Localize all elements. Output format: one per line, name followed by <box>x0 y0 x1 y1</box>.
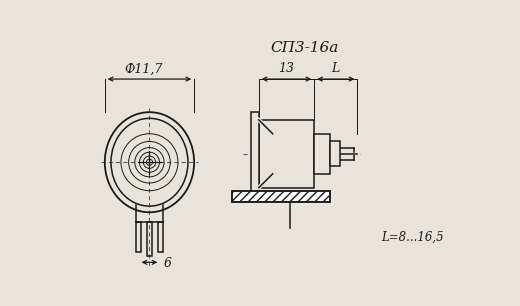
Text: СП3-16а: СП3-16а <box>271 40 339 54</box>
Text: 6: 6 <box>164 257 172 271</box>
Bar <box>232 192 330 201</box>
Bar <box>251 112 259 195</box>
Bar <box>232 192 330 201</box>
Bar <box>158 222 163 252</box>
Bar <box>259 120 314 188</box>
Text: L=8...16,5: L=8...16,5 <box>382 230 444 243</box>
Bar <box>136 222 141 252</box>
Text: Ф11,7: Ф11,7 <box>124 63 162 76</box>
Bar <box>314 134 330 174</box>
Bar <box>330 141 341 166</box>
Bar <box>147 222 152 256</box>
Text: 13: 13 <box>279 62 294 75</box>
Text: L: L <box>332 62 340 75</box>
